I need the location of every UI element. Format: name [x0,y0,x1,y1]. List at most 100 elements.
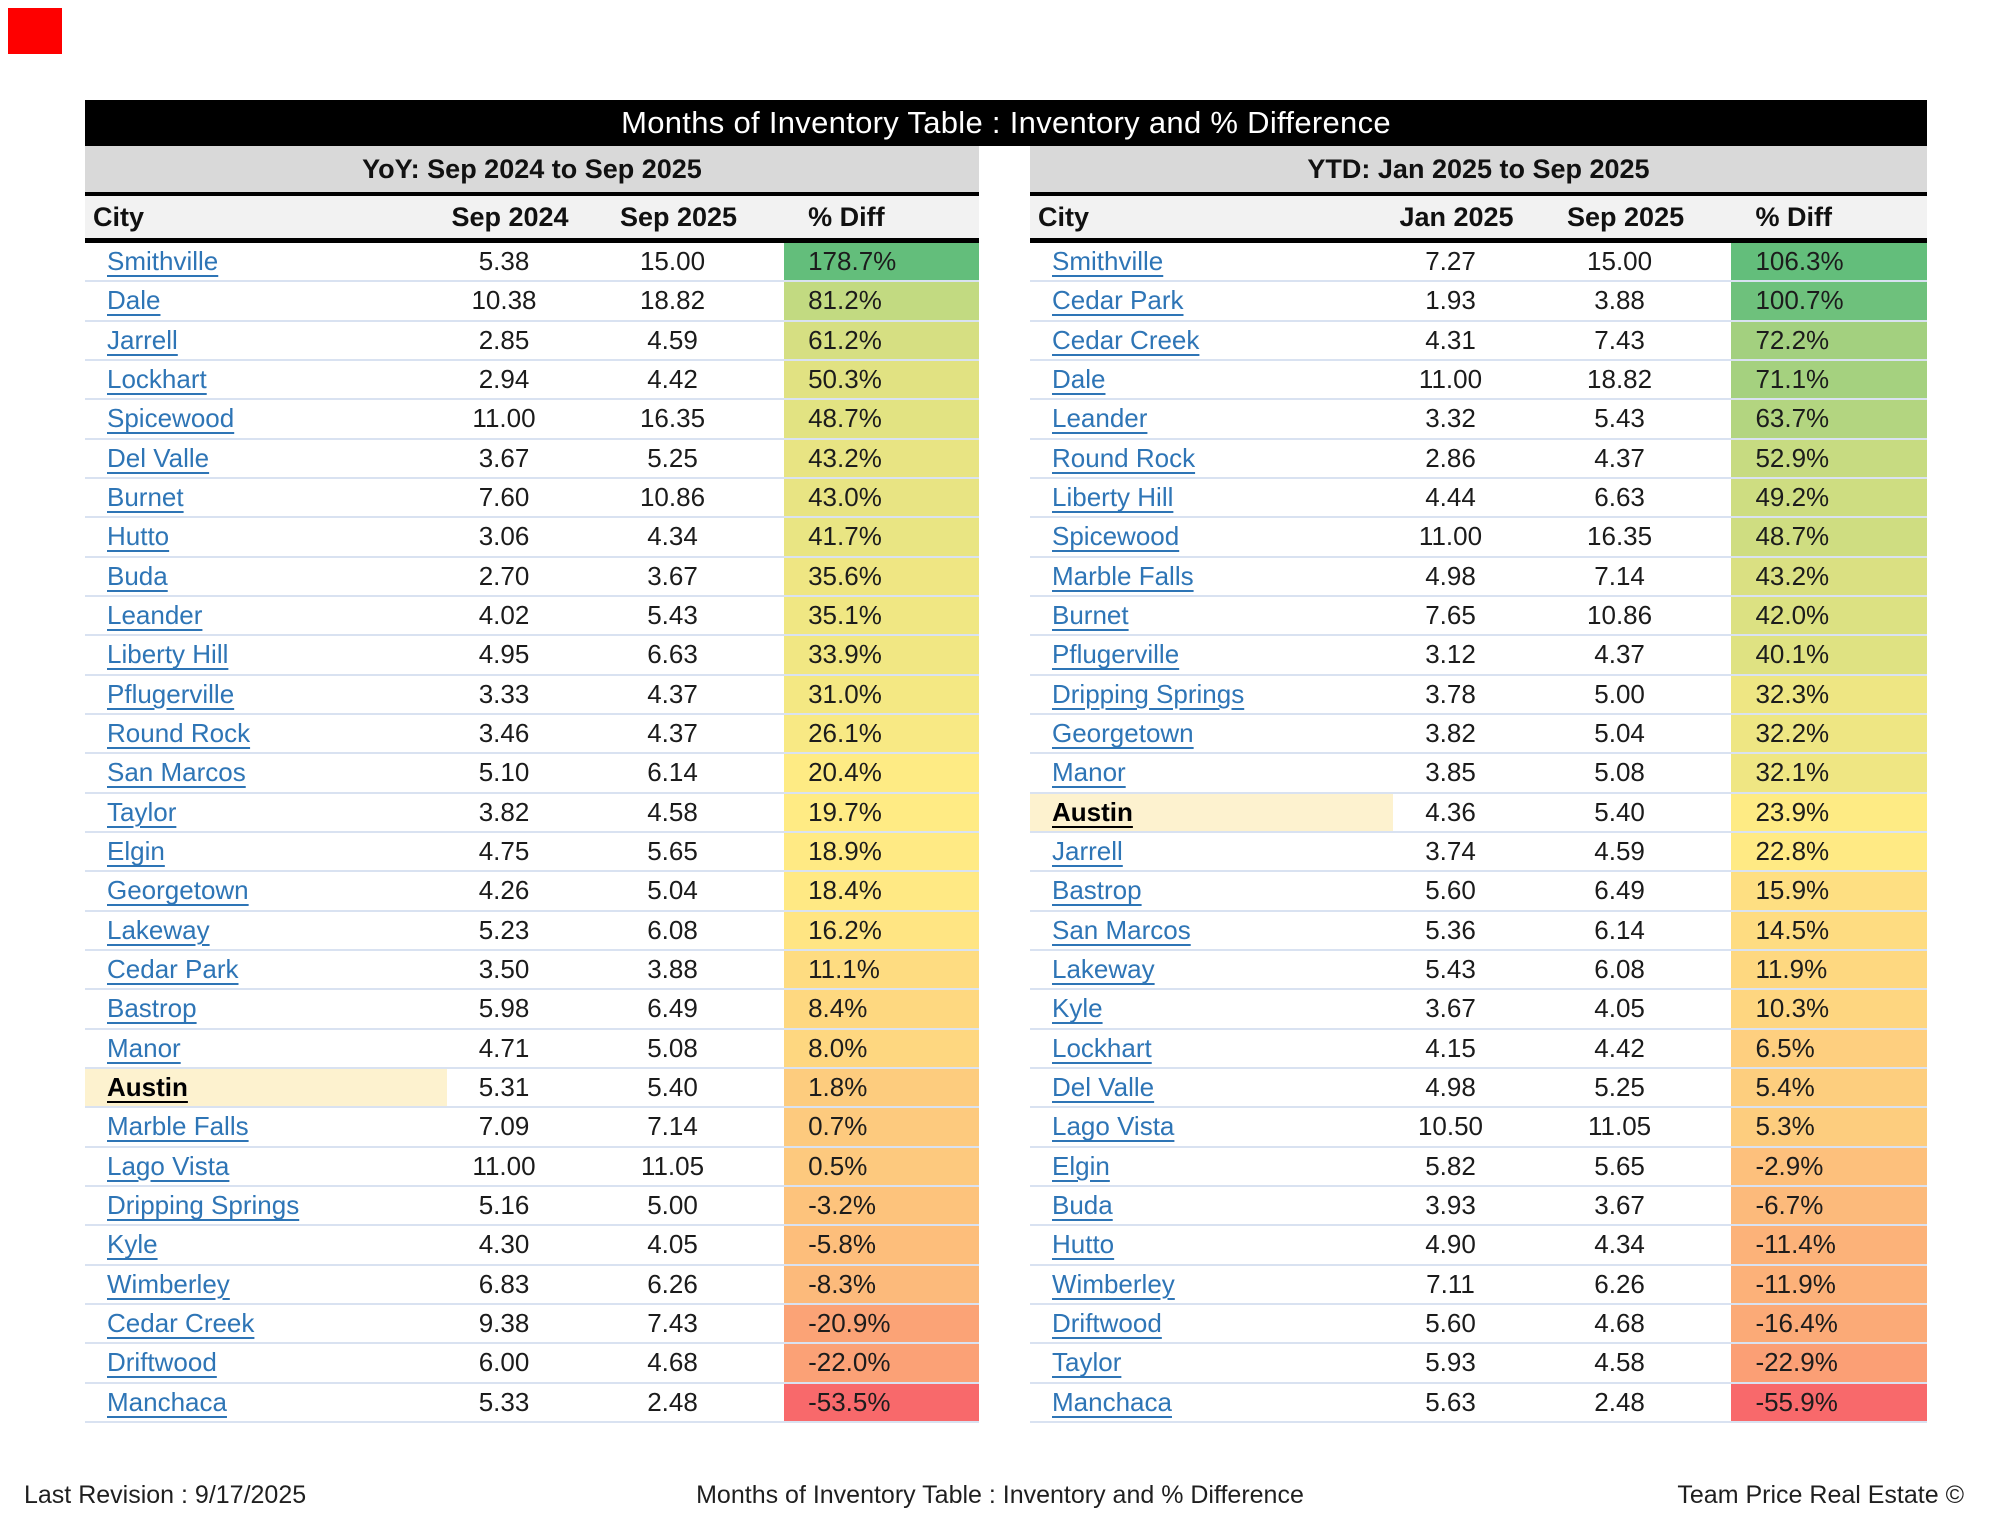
city-link[interactable]: Elgin [107,836,165,867]
city-link[interactable]: Driftwood [1052,1308,1162,1339]
city-link[interactable]: Spicewood [1052,521,1180,552]
city-link[interactable]: Lago Vista [1052,1111,1175,1142]
city-link[interactable]: Cedar Creek [107,1308,255,1339]
yoy-table: YoY: Sep 2024 to Sep 2025 City Sep 2024 … [85,146,979,1423]
pct-diff-value: 50.3% [784,360,979,399]
city-link[interactable]: Bastrop [1052,875,1142,906]
yoy-subtitle: YoY: Sep 2024 to Sep 2025 [85,146,979,196]
table-row: Dripping Springs 3.78 5.00 32.3% [1030,675,1927,715]
city-cell: Marble Falls [1030,558,1393,595]
city-link[interactable]: Jarrell [107,324,178,355]
city-link[interactable]: Kyle [1052,993,1103,1024]
city-link[interactable]: Pflugerville [1052,639,1180,670]
inventory-value: 5.36 [1425,914,1476,945]
pct-diff-value: 35.1% [784,596,979,635]
city-cell: Buda [1030,1187,1393,1224]
city-link[interactable]: Dripping Springs [1052,678,1245,709]
city-link[interactable]: Cedar Park [107,954,239,985]
table-row: Jarrell 2.85 4.59 61.2% [85,321,979,361]
city-link[interactable]: Wimberley [107,1268,230,1299]
city-link[interactable]: Dale [107,285,161,316]
city-link[interactable]: San Marcos [107,757,246,788]
city-link[interactable]: Lockhart [1052,1032,1152,1063]
city-link[interactable]: Cedar Park [1052,285,1184,316]
ytd-table: YTD: Jan 2025 to Sep 2025 City Jan 2025 … [1030,146,1927,1423]
city-cell: Smithville [85,243,447,280]
table-row: Liberty Hill 4.44 6.63 49.2% [1030,478,1927,519]
city-link[interactable]: Dale [1052,364,1106,395]
city-link[interactable]: Liberty Hill [107,639,229,670]
city-link[interactable]: Elgin [1052,1150,1110,1181]
city-link[interactable]: Austin [107,1072,188,1103]
city-cell: Dale [85,282,447,319]
city-link[interactable]: Burnet [1052,600,1129,631]
inventory-value: 3.88 [647,954,698,985]
inventory-value: 3.74 [1425,836,1476,867]
column-header-city: City [93,201,145,232]
city-link[interactable]: Bastrop [107,993,197,1024]
city-link[interactable]: Lakeway [1052,954,1155,985]
city-link[interactable]: Hutto [107,521,170,552]
city-link[interactable]: Lockhart [107,364,207,395]
pct-diff-value: 20.4% [784,754,979,792]
city-cell: Round Rock [1030,440,1393,477]
city-cell: Burnet [85,479,447,516]
city-link[interactable]: Buda [1052,1190,1113,1221]
city-cell: Taylor [1030,1344,1393,1381]
city-cell: Cedar Creek [1030,322,1393,359]
city-link[interactable]: Smithville [107,246,219,277]
city-link[interactable]: Leander [107,600,203,631]
city-link[interactable]: Dripping Springs [107,1190,300,1221]
inventory-value: 4.68 [1594,1308,1645,1339]
city-link[interactable]: Del Valle [107,442,210,473]
city-link[interactable]: Liberty Hill [1052,482,1174,513]
table-row: Austin 4.36 5.40 23.9% [1030,793,1927,833]
city-link[interactable]: Burnet [107,482,184,513]
pct-diff-value: -3.2% [784,1186,979,1225]
inventory-value: 2.70 [478,560,530,591]
city-link[interactable]: Buda [107,560,168,591]
city-link[interactable]: Austin [1052,796,1133,827]
city-link[interactable]: Manchaca [107,1386,227,1417]
city-link[interactable]: Georgetown [1052,718,1194,749]
city-link[interactable]: Pflugerville [107,678,235,709]
inventory-value: 11.05 [1588,1111,1652,1142]
pct-diff-value: 10.3% [1731,990,1927,1028]
city-link[interactable]: Manchaca [1052,1386,1172,1417]
city-link[interactable]: Round Rock [107,718,251,749]
city-link[interactable]: Kyle [107,1229,158,1260]
city-link[interactable]: Marble Falls [107,1111,249,1142]
pct-diff-value: 1.8% [784,1068,979,1107]
pct-diff-value: -8.3% [784,1265,979,1303]
city-link[interactable]: Smithville [1052,246,1164,277]
inventory-value: 5.00 [1594,678,1645,709]
city-link[interactable]: Hutto [1052,1229,1115,1260]
inventory-value: 5.23 [478,914,530,945]
city-link[interactable]: Jarrell [1052,836,1123,867]
city-link[interactable]: Lakeway [107,914,210,945]
table-row: Jarrell 3.74 4.59 22.8% [1030,832,1927,873]
city-link[interactable]: Del Valle [1052,1072,1155,1103]
red-marker [8,8,62,54]
inventory-value: 5.40 [1594,796,1645,827]
city-link[interactable]: Lago Vista [107,1150,230,1181]
table-row: Buda 2.70 3.67 35.6% [85,557,979,597]
inventory-value: 10.86 [639,482,706,513]
city-cell: Cedar Creek [85,1305,447,1342]
city-link[interactable]: Manor [1052,757,1126,788]
city-link[interactable]: Taylor [1052,1347,1122,1378]
city-link[interactable]: Round Rock [1052,442,1196,473]
city-link[interactable]: Driftwood [107,1347,217,1378]
inventory-value: 5.65 [1594,1150,1645,1181]
city-link[interactable]: Wimberley [1052,1268,1175,1299]
city-link[interactable]: San Marcos [1052,914,1191,945]
city-link[interactable]: Spicewood [107,403,235,434]
city-link[interactable]: Manor [107,1032,181,1063]
city-link[interactable]: Georgetown [107,875,249,906]
inventory-value: 7.43 [1594,324,1645,355]
city-link[interactable]: Taylor [107,796,177,827]
city-link[interactable]: Leander [1052,403,1148,434]
city-link[interactable]: Cedar Creek [1052,324,1200,355]
pct-diff-value: 5.3% [1731,1108,1927,1146]
city-link[interactable]: Marble Falls [1052,560,1194,591]
